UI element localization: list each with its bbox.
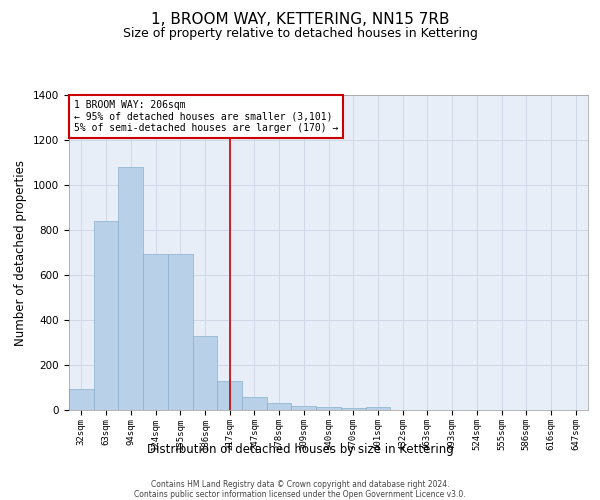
Bar <box>316 406 341 410</box>
Bar <box>365 406 390 410</box>
Bar <box>217 381 242 410</box>
Bar <box>94 221 118 410</box>
Bar <box>193 336 217 410</box>
Text: 1 BROOM WAY: 206sqm
← 95% of detached houses are smaller (3,101)
5% of semi-deta: 1 BROOM WAY: 206sqm ← 95% of detached ho… <box>74 100 338 133</box>
Text: Size of property relative to detached houses in Kettering: Size of property relative to detached ho… <box>122 28 478 40</box>
Bar <box>341 408 365 410</box>
Text: Contains HM Land Registry data © Crown copyright and database right 2024.
Contai: Contains HM Land Registry data © Crown c… <box>134 480 466 500</box>
Bar <box>242 396 267 410</box>
Bar <box>168 254 193 410</box>
Bar <box>267 403 292 410</box>
Y-axis label: Number of detached properties: Number of detached properties <box>14 160 28 346</box>
Bar <box>118 167 143 410</box>
Text: Distribution of detached houses by size in Kettering: Distribution of detached houses by size … <box>146 442 454 456</box>
Bar <box>143 254 168 410</box>
Text: 1, BROOM WAY, KETTERING, NN15 7RB: 1, BROOM WAY, KETTERING, NN15 7RB <box>151 12 449 28</box>
Bar <box>69 388 94 410</box>
Bar <box>292 406 316 410</box>
